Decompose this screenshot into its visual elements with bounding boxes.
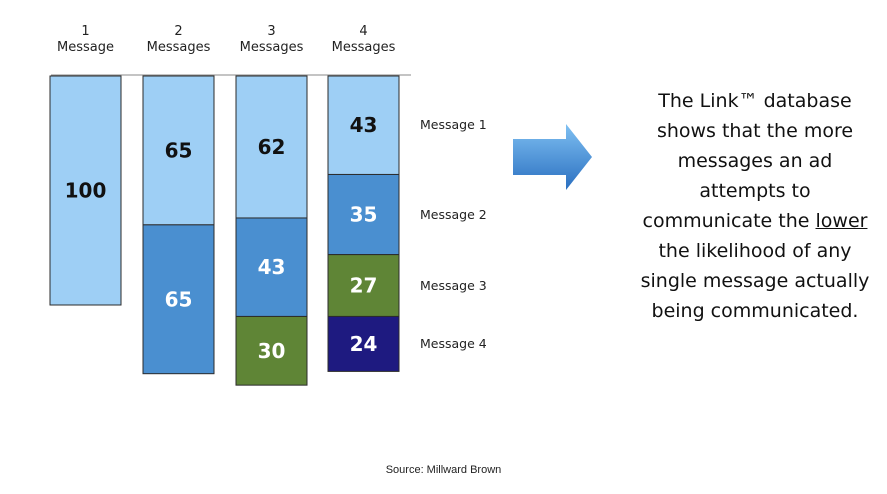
column-header-1: 1 Message bbox=[41, 24, 131, 56]
bar-value-label: 30 bbox=[258, 339, 286, 363]
annotation-after: the likelihood of any single message act… bbox=[640, 240, 870, 322]
bar-segment bbox=[327, 75, 400, 175]
bars-layer: 100 65 65 62 43 30 43 35 27 24 bbox=[49, 75, 400, 386]
column-header-4: 4 Messages bbox=[319, 24, 409, 56]
column-header-number: 2 bbox=[174, 24, 183, 39]
annotation-underlined: lower bbox=[815, 210, 868, 232]
bar-value-label: 65 bbox=[165, 138, 193, 162]
bar-segment bbox=[327, 254, 400, 317]
column-header-number: 1 bbox=[81, 24, 90, 39]
bar-value-label: 62 bbox=[258, 135, 286, 159]
bar-segment bbox=[235, 217, 308, 317]
bar-value-label: 27 bbox=[350, 274, 378, 298]
bar-value-label: 100 bbox=[65, 179, 107, 203]
column-header-number: 4 bbox=[359, 24, 368, 39]
bar-value-label: 43 bbox=[258, 255, 286, 279]
annotation-before: The Link™ database shows that the more m… bbox=[642, 90, 854, 232]
legend-entry-3: Message 3 bbox=[420, 277, 487, 293]
bar-value-label: 24 bbox=[350, 332, 378, 356]
bar-segment bbox=[327, 315, 400, 372]
bar-segment bbox=[327, 173, 400, 256]
right-arrow-icon bbox=[513, 124, 592, 190]
column-header-label: Message bbox=[57, 40, 114, 55]
column-header-2: 2 Messages bbox=[134, 24, 224, 56]
bar-segment bbox=[235, 75, 308, 219]
bar-segment bbox=[49, 75, 122, 306]
legend-entry-4: Message 4 bbox=[420, 335, 487, 351]
column-header-label: Messages bbox=[146, 40, 211, 55]
bar-segment bbox=[142, 224, 215, 375]
bar-value-label: 43 bbox=[350, 113, 378, 137]
legend-entry-1: Message 1 bbox=[420, 117, 487, 133]
annotation-text: The Link™ database shows that the more m… bbox=[635, 86, 875, 326]
legend-entry-2: Message 2 bbox=[420, 206, 487, 222]
column-header-label: Messages bbox=[239, 40, 304, 55]
column-header-label: Messages bbox=[331, 40, 396, 55]
bar-value-label: 35 bbox=[350, 203, 378, 227]
source-note: Source: Millward Brown bbox=[385, 464, 502, 476]
bar-segment bbox=[235, 315, 308, 386]
column-header-3: 3 Messages bbox=[227, 24, 317, 56]
bar-value-label: 65 bbox=[165, 287, 193, 311]
column-header-number: 3 bbox=[267, 24, 276, 39]
